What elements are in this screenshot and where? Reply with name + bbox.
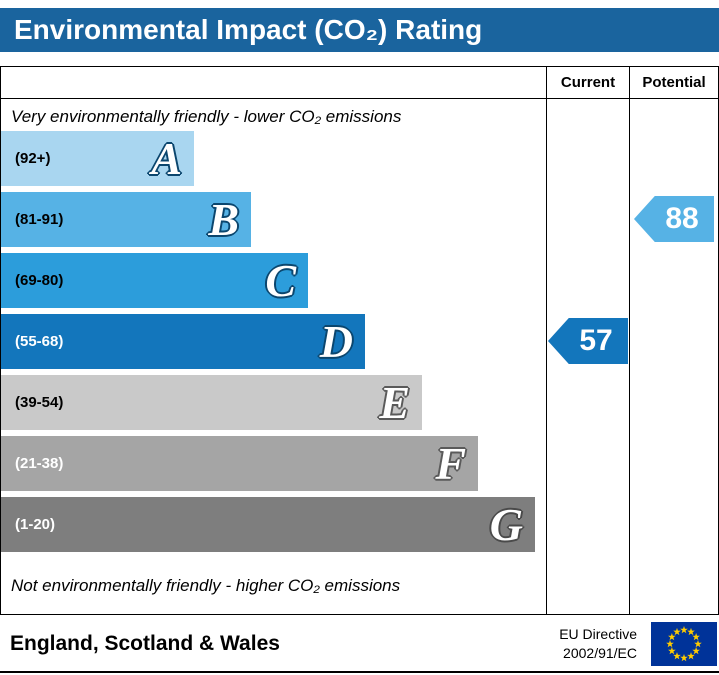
current-rating-arrow: 57 — [548, 318, 628, 364]
band-bar-c: (69-80) C — [1, 253, 308, 308]
eu-flag-icon — [651, 622, 717, 666]
page-title: Environmental Impact (CO₂) Rating — [0, 8, 719, 52]
band-bar-f: (21-38) F — [1, 436, 478, 491]
potential-column-header: Potential — [629, 67, 718, 99]
current-rating-column: 57 — [546, 99, 629, 614]
band-row-e: (39-54) E — [1, 375, 546, 430]
band-bar-a: (92+) A — [1, 131, 194, 186]
band-range-label: (81-91) — [15, 211, 64, 228]
band-letter: A — [151, 132, 182, 184]
potential-rating-column: 88 — [629, 99, 718, 614]
bands-list: (92+) A (81-91) B (69-80) C (55-68) D (39-54) E (2… — [1, 131, 546, 552]
eu-directive-label: EU Directive 2002/91/EC — [559, 625, 637, 663]
band-letter: C — [265, 254, 296, 306]
band-bar-d: (55-68) D — [1, 314, 365, 369]
band-letter: F — [435, 437, 466, 489]
bands-column: Very environmentally friendly - lower CO… — [1, 99, 546, 614]
band-row-d: (55-68) D — [1, 314, 546, 369]
region-label: England, Scotland & Wales — [10, 632, 280, 655]
band-range-label: (55-68) — [15, 333, 64, 350]
eu-directive-line1: EU Directive — [559, 626, 637, 643]
band-row-f: (21-38) F — [1, 436, 546, 491]
potential-rating-arrow: 88 — [634, 196, 714, 242]
band-row-b: (81-91) B — [1, 192, 546, 247]
eu-directive-line2: 2002/91/EC — [563, 645, 637, 661]
band-range-label: (1-20) — [15, 516, 56, 533]
band-bar-b: (81-91) B — [1, 192, 251, 247]
band-range-label: (21-38) — [15, 455, 64, 472]
band-range-label: (69-80) — [15, 272, 64, 289]
band-range-label: (39-54) — [15, 394, 64, 411]
band-row-g: (1-20) G — [1, 497, 546, 552]
band-letter: D — [319, 315, 353, 367]
band-range-label: (92+) — [15, 150, 51, 167]
top-caption: Very environmentally friendly - lower CO… — [11, 107, 402, 126]
band-bar-e: (39-54) E — [1, 375, 422, 430]
current-column-header: Current — [546, 67, 629, 99]
band-bar-g: (1-20) G — [1, 497, 535, 552]
page-title-text: Environmental Impact (CO₂) Rating — [14, 14, 483, 45]
band-letter: B — [208, 193, 239, 245]
bands-column-header — [1, 67, 546, 99]
bottom-caption: Not environmentally friendly - higher CO… — [11, 576, 401, 595]
chart-footer: England, Scotland & Wales EU Directive 2… — [0, 617, 719, 673]
band-letter: G — [489, 498, 523, 550]
rating-chart: Current Potential Very environmentally f… — [0, 66, 719, 615]
band-letter: E — [379, 376, 410, 428]
band-row-c: (69-80) C — [1, 253, 546, 308]
band-row-a: (92+) A — [1, 131, 546, 186]
